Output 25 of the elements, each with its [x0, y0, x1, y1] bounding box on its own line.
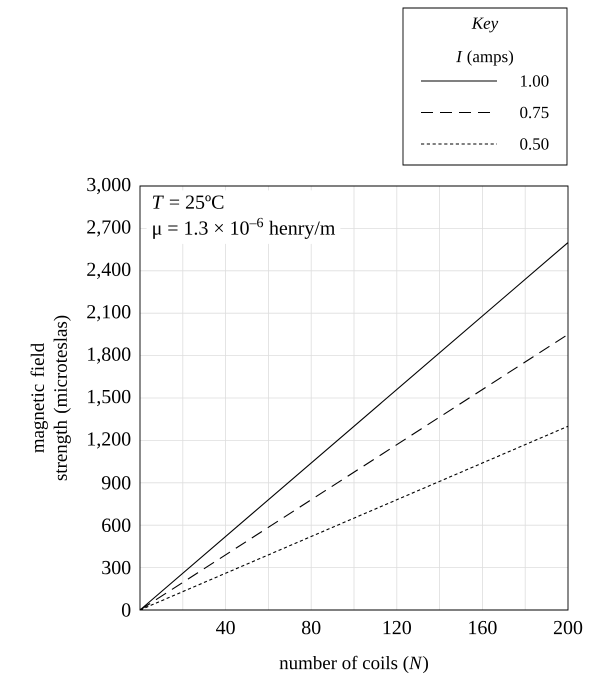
y-tick-label: 900: [102, 476, 131, 490]
legend-label: 0.75: [520, 106, 549, 118]
y-tick-label: 1,500: [88, 390, 131, 406]
x-axis-title: number of coils (N): [280, 656, 428, 674]
y-tick-label: 2,100: [87, 305, 131, 322]
y-tick-label: 300: [102, 560, 131, 574]
legend-label: 0.50: [520, 138, 549, 150]
y-tick-label: 3,000: [87, 178, 131, 194]
x-tick-label: 80: [302, 620, 321, 634]
y-axis-title: magnetic field strength (microteslas): [30, 316, 72, 480]
legend-label: 1.00: [521, 75, 549, 87]
x-tick-label: 120: [384, 620, 412, 634]
y-tick-label: 0: [122, 603, 131, 617]
y-tick-label: 600: [102, 518, 131, 532]
y-tick-label: 2,400: [87, 262, 131, 279]
x-tick-label: 200: [554, 620, 582, 634]
y-tick-label: 1,200: [88, 432, 131, 449]
text: I (amps): [456, 50, 514, 66]
x-tick-label: 40: [216, 620, 236, 634]
y-tick-label: 1,800: [88, 347, 131, 364]
legend-title: Key: [472, 18, 498, 32]
annotation: μ = 1.3 × 10$^{–6}$ henry/m: [153, 218, 336, 239]
annotation: T = 25ºC: [153, 195, 224, 209]
y-tick-label: 2,700: [87, 220, 131, 237]
x-tick-label: 160: [469, 620, 497, 634]
